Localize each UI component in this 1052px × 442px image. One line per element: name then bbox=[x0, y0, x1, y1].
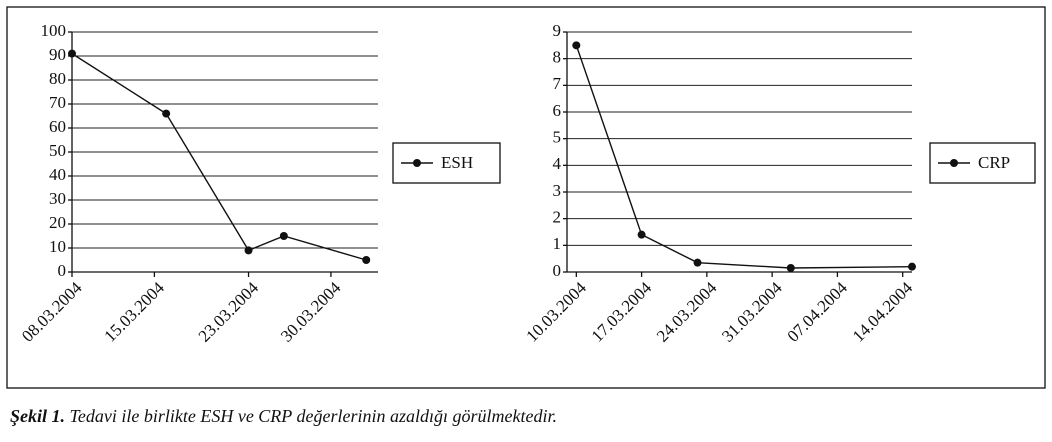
y-tick-label: 0 bbox=[58, 261, 67, 280]
series-line bbox=[71, 53, 367, 261]
y-tick-label: 40 bbox=[49, 165, 66, 184]
caption-text: Tedavi ile birlikte ESH ve CRP değerleri… bbox=[70, 406, 557, 426]
y-tick-label: 30 bbox=[49, 189, 66, 208]
data-point bbox=[279, 232, 288, 240]
x-tick-label: 30.03.2004 bbox=[277, 278, 345, 346]
data-point bbox=[362, 256, 371, 264]
legend-label: CRP bbox=[978, 153, 1010, 172]
x-tick-label: 31.03.2004 bbox=[718, 278, 786, 346]
y-tick-label: 3 bbox=[553, 181, 562, 200]
x-tick-label: 08.03.2004 bbox=[18, 278, 86, 346]
y-tick-label: 5 bbox=[553, 128, 562, 147]
data-point bbox=[244, 246, 253, 255]
y-tick-label: 2 bbox=[553, 208, 562, 227]
y-tick-label: 8 bbox=[553, 48, 562, 67]
y-tick-label: 10 bbox=[49, 237, 66, 256]
y-tick-label: 60 bbox=[49, 117, 66, 136]
data-point bbox=[162, 109, 171, 118]
y-tick-label: 0 bbox=[553, 261, 562, 280]
legend-marker bbox=[413, 159, 421, 167]
data-point bbox=[68, 49, 76, 58]
y-tick-label: 70 bbox=[49, 93, 66, 112]
y-tick-label: 1 bbox=[553, 234, 562, 253]
legend-marker bbox=[950, 159, 958, 167]
y-tick-label: 50 bbox=[49, 141, 66, 160]
y-tick-label: 90 bbox=[49, 45, 66, 64]
y-tick-label: 6 bbox=[553, 101, 562, 120]
data-point bbox=[693, 258, 702, 267]
data-point bbox=[908, 262, 916, 271]
data-point bbox=[637, 230, 646, 239]
x-tick-label: 10.03.2004 bbox=[522, 278, 590, 346]
x-tick-label: 17.03.2004 bbox=[588, 278, 656, 346]
x-tick-label: 14.04.2004 bbox=[849, 278, 917, 346]
y-tick-label: 100 bbox=[41, 21, 67, 40]
series-line bbox=[575, 45, 913, 269]
caption-label: Şekil 1. bbox=[10, 406, 65, 426]
x-tick-label: 15.03.2004 bbox=[100, 278, 168, 346]
caption: Şekil 1. Tedavi ile birlikte ESH ve CRP … bbox=[10, 406, 557, 426]
data-point bbox=[786, 264, 795, 272]
x-tick-label: 07.04.2004 bbox=[783, 278, 851, 346]
y-tick-label: 4 bbox=[553, 154, 562, 173]
x-tick-label: 24.03.2004 bbox=[653, 278, 721, 346]
figure-frame bbox=[6, 6, 1046, 389]
y-tick-label: 80 bbox=[49, 69, 66, 88]
y-tick-label: 9 bbox=[553, 21, 562, 40]
x-tick-label: 23.03.2004 bbox=[195, 278, 263, 346]
y-tick-label: 7 bbox=[553, 74, 562, 93]
y-tick-label: 20 bbox=[49, 213, 66, 232]
data-point bbox=[572, 41, 581, 50]
legend-label: ESH bbox=[441, 153, 473, 172]
